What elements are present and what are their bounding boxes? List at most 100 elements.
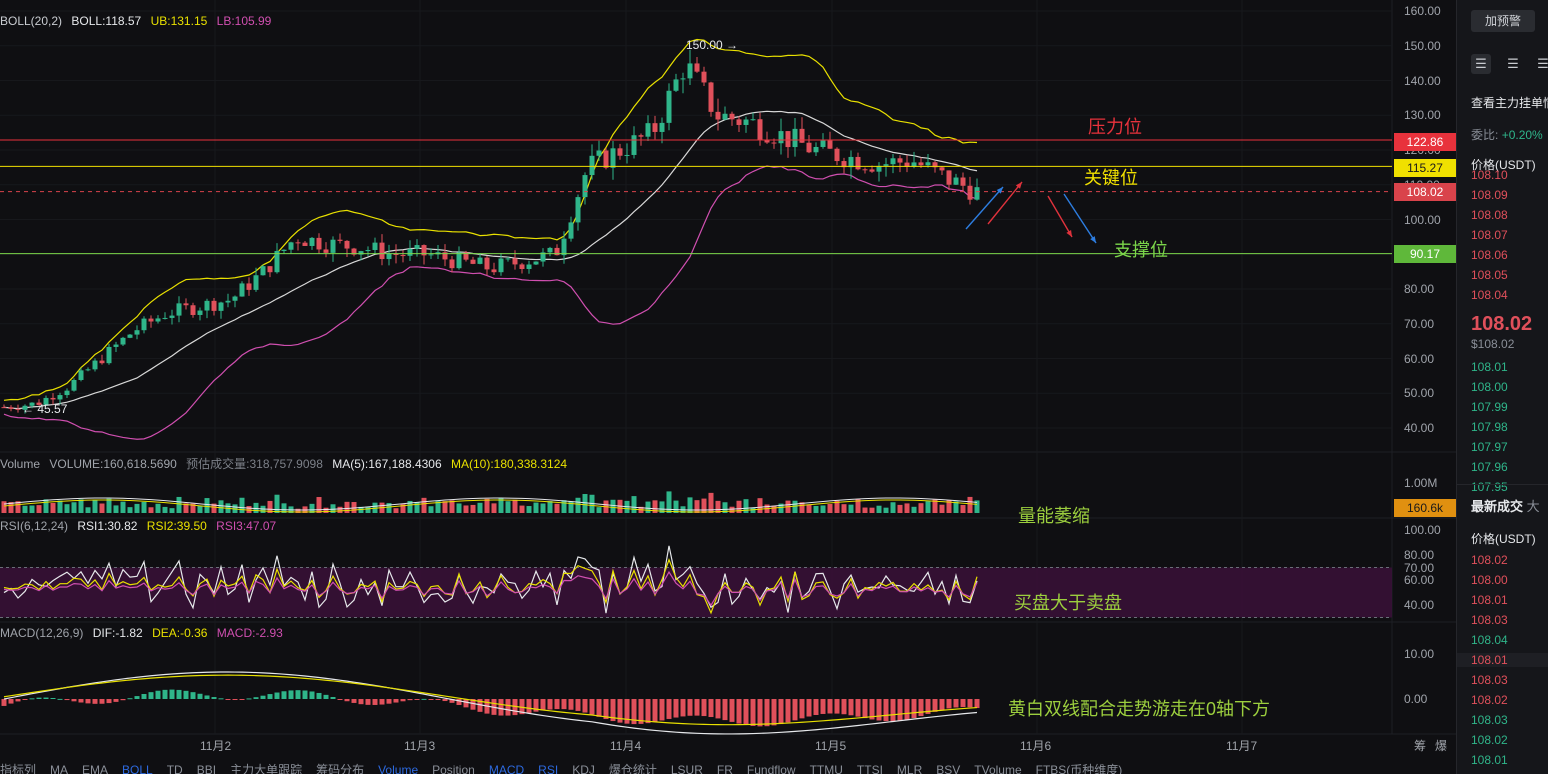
volume-bar [337, 506, 343, 513]
add-alert-button[interactable]: 加预警 [1471, 10, 1535, 32]
macd-histogram-bar [603, 699, 609, 720]
macd-dea: DEA:-0.36 [152, 626, 208, 640]
macd-histogram-bar [715, 699, 721, 719]
volume-bar [568, 501, 574, 513]
indicator-toggle[interactable]: Position [432, 763, 475, 774]
indicator-toggle[interactable]: Volume [378, 763, 419, 774]
candle-body [701, 71, 707, 83]
ask-price-row[interactable]: 108.09 [1471, 188, 1508, 202]
indicator-toggle[interactable]: 爆仓统计 [608, 763, 657, 774]
ask-price-row[interactable]: 108.05 [1471, 268, 1508, 282]
macd-histogram-bar [477, 699, 483, 712]
indicator-toggle[interactable]: MLR [896, 763, 923, 774]
macd-name: MACD(12,26,9) [0, 626, 84, 640]
candle-body [673, 79, 679, 91]
macd-dif: DIF:-1.82 [92, 626, 143, 640]
bid-price-row[interactable]: 107.96 [1471, 460, 1508, 474]
indicator-toggle[interactable]: TVolume [974, 763, 1022, 774]
candle-body [953, 177, 959, 185]
bid-price-row[interactable]: 107.97 [1471, 440, 1508, 454]
volume-bar [71, 502, 77, 513]
indicator-toggle[interactable]: 筹码分布 [316, 763, 365, 774]
macd-histogram-bar [323, 694, 329, 699]
candle-body [295, 242, 301, 244]
recent-trades-tab[interactable]: 最新成交 大 [1471, 499, 1540, 514]
indicator-toggle[interactable]: BBI [196, 763, 217, 774]
macd-histogram-bar [22, 699, 28, 700]
rsi2-value: RSI2:39.50 [146, 519, 207, 533]
indicator-toggle[interactable]: TTSI [856, 763, 883, 774]
price-axis-label: 60.00 [1404, 351, 1435, 366]
chart-area[interactable]: BOLL(20,2) BOLL:118.57 UB:131.15 LB:105.… [0, 0, 1456, 774]
macd-histogram-bar [225, 699, 231, 700]
bid-price-row[interactable]: 108.00 [1471, 380, 1508, 394]
macd-histogram-bar [64, 699, 70, 701]
indicator-toggle[interactable]: LSUR [670, 763, 703, 774]
indicator-toolbar: 指标列 MA EMA BOLL TD BBI 主力大单跟踪 筹码分布 Volume Positio… [0, 761, 1456, 774]
candle-body [967, 185, 973, 200]
bid-price-row[interactable]: 107.98 [1471, 420, 1508, 434]
orderbook-both-icon[interactable]: ☰ [1471, 54, 1491, 74]
candle-body [232, 296, 238, 301]
macd-histogram-bar [659, 699, 665, 721]
volume-value: VOLUME:160,618.5690 [49, 457, 177, 471]
indicator-toggle[interactable]: TTMU [809, 763, 843, 774]
ask-price-row[interactable]: 108.08 [1471, 208, 1508, 222]
macd-histogram-bar [519, 699, 525, 715]
macd-histogram-bar [351, 699, 357, 703]
indicator-toggle[interactable]: BSV [936, 763, 961, 774]
ask-price-row[interactable]: 108.10 [1471, 168, 1508, 182]
volume-bar [463, 505, 469, 513]
macd-histogram-bar [246, 698, 252, 700]
macd-histogram-bar [127, 698, 133, 700]
indicator-toggle[interactable]: MA [50, 763, 69, 774]
indicator-toggle[interactable]: KDJ [572, 763, 595, 774]
main-orders-link[interactable]: 查看主力挂单情 [1471, 96, 1548, 110]
macd-histogram-bar [512, 699, 518, 716]
indicator-toggle[interactable]: FTBS(币种维度) [1035, 763, 1123, 774]
rsi-axis-label: 100.00 [1404, 523, 1441, 537]
macd-histogram-bar [344, 699, 350, 702]
volume-bar [799, 502, 805, 513]
bid-price-row[interactable]: 108.01 [1471, 360, 1508, 374]
volume-bar [519, 505, 525, 513]
macd-histogram-bar [253, 697, 259, 699]
indicator-toggle[interactable]: RSI [538, 763, 559, 774]
orderbook-asks-icon[interactable]: ☰ [1537, 56, 1548, 71]
volume-bar [897, 504, 903, 513]
indicator-toggle[interactable]: EMA [82, 763, 109, 774]
indicator-toggle[interactable]: BOLL [122, 763, 153, 774]
candle-body [400, 255, 406, 257]
candle-body [631, 135, 637, 155]
ask-price-row[interactable]: 108.04 [1471, 288, 1508, 302]
indicator-toggle[interactable]: 主力大单跟踪 [230, 763, 303, 774]
candle-body [78, 370, 84, 380]
candlestick-chart[interactable] [0, 0, 1456, 774]
trade-row: 108.01 [1471, 593, 1508, 607]
bid-price-row[interactable]: 107.95 [1471, 480, 1508, 494]
indicator-toggle[interactable]: MACD [488, 763, 525, 774]
macd-histogram-bar [582, 699, 588, 713]
volume-bar [715, 500, 721, 513]
indicator-toggle[interactable]: Fundflow [746, 763, 796, 774]
volume-bar [631, 496, 637, 513]
volume-bar [953, 501, 959, 513]
macd-histogram-bar [827, 699, 833, 714]
volume-bar [421, 497, 427, 513]
ask-price-row[interactable]: 108.06 [1471, 248, 1508, 262]
indicator-toggle[interactable]: FR [716, 763, 733, 774]
bid-price-row[interactable]: 107.99 [1471, 400, 1508, 414]
indicator-toggle[interactable]: TD [166, 763, 183, 774]
chip-distribution-button[interactable]: 筹 [1414, 739, 1427, 753]
orderbook-bids-icon[interactable]: ☰ [1507, 56, 1519, 71]
ask-price-row[interactable]: 108.07 [1471, 228, 1508, 242]
indicator-toggle[interactable]: 指标列 [0, 763, 37, 774]
volume-annotation: 量能萎缩 [1018, 506, 1090, 526]
trade-row: 108.01 [1471, 753, 1508, 767]
macd-histogram-bar [386, 699, 392, 704]
candle-body [785, 131, 791, 148]
macd-histogram-bar [211, 697, 217, 699]
liquidation-button[interactable]: 爆 [1435, 739, 1448, 753]
volume-bar [694, 500, 700, 513]
candle-body [939, 167, 945, 171]
